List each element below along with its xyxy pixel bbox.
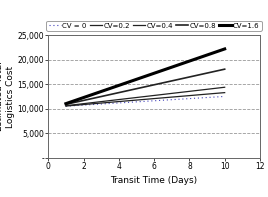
- CV=1.6: [94, 92, 97, 95]
- CV=0.2: [74, 104, 77, 106]
- CV=0.8: [215, 70, 218, 72]
- CV=1.6: [74, 99, 77, 101]
- CV=0.4: [223, 86, 226, 88]
- CV = 0: [215, 96, 218, 98]
- CV=0.4: [64, 105, 68, 107]
- CV=0.2: [71, 104, 74, 107]
- CV=1.6: [71, 100, 74, 103]
- CV=0.2: [210, 93, 213, 95]
- CV=0.4: [210, 88, 213, 90]
- X-axis label: Transit Time (Days): Transit Time (Days): [110, 176, 198, 185]
- CV=1.6: [210, 52, 213, 55]
- Line: CV = 0: CV = 0: [66, 97, 225, 106]
- CV=1.6: [107, 88, 110, 90]
- Legend: CV = 0, CV=0.2, CV=0.4, CV=0.8, CV=1.6: CV = 0, CV=0.2, CV=0.4, CV=0.8, CV=1.6: [46, 21, 262, 31]
- CV=0.8: [64, 103, 68, 106]
- CV = 0: [107, 102, 110, 105]
- CV = 0: [74, 104, 77, 107]
- CV = 0: [64, 105, 68, 107]
- Line: CV=0.8: CV=0.8: [66, 69, 225, 104]
- CV=1.6: [64, 102, 68, 105]
- CV=0.2: [107, 101, 110, 104]
- CV=0.4: [71, 104, 74, 106]
- CV=0.2: [94, 102, 97, 105]
- CV=0.8: [94, 97, 97, 99]
- CV=1.6: [215, 50, 218, 53]
- CV=0.8: [74, 101, 77, 103]
- CV = 0: [223, 95, 226, 98]
- Line: CV=1.6: CV=1.6: [66, 49, 225, 104]
- CV = 0: [71, 105, 74, 107]
- CV=0.4: [107, 100, 110, 102]
- CV=0.2: [64, 105, 68, 107]
- CV=0.8: [223, 68, 226, 70]
- CV=0.8: [107, 94, 110, 96]
- Y-axis label: Estimated Total
Logistics Cost: Estimated Total Logistics Cost: [0, 62, 15, 131]
- CV=0.2: [223, 91, 226, 94]
- CV=0.4: [215, 87, 218, 89]
- Line: CV=0.2: CV=0.2: [66, 93, 225, 106]
- CV=0.4: [74, 103, 77, 106]
- CV=0.4: [94, 101, 97, 103]
- CV = 0: [210, 96, 213, 98]
- CV=1.6: [223, 48, 226, 50]
- CV=0.8: [71, 102, 74, 104]
- CV=0.2: [215, 92, 218, 95]
- Line: CV=0.4: CV=0.4: [66, 87, 225, 106]
- CV=0.8: [210, 71, 213, 73]
- CV = 0: [94, 103, 97, 106]
